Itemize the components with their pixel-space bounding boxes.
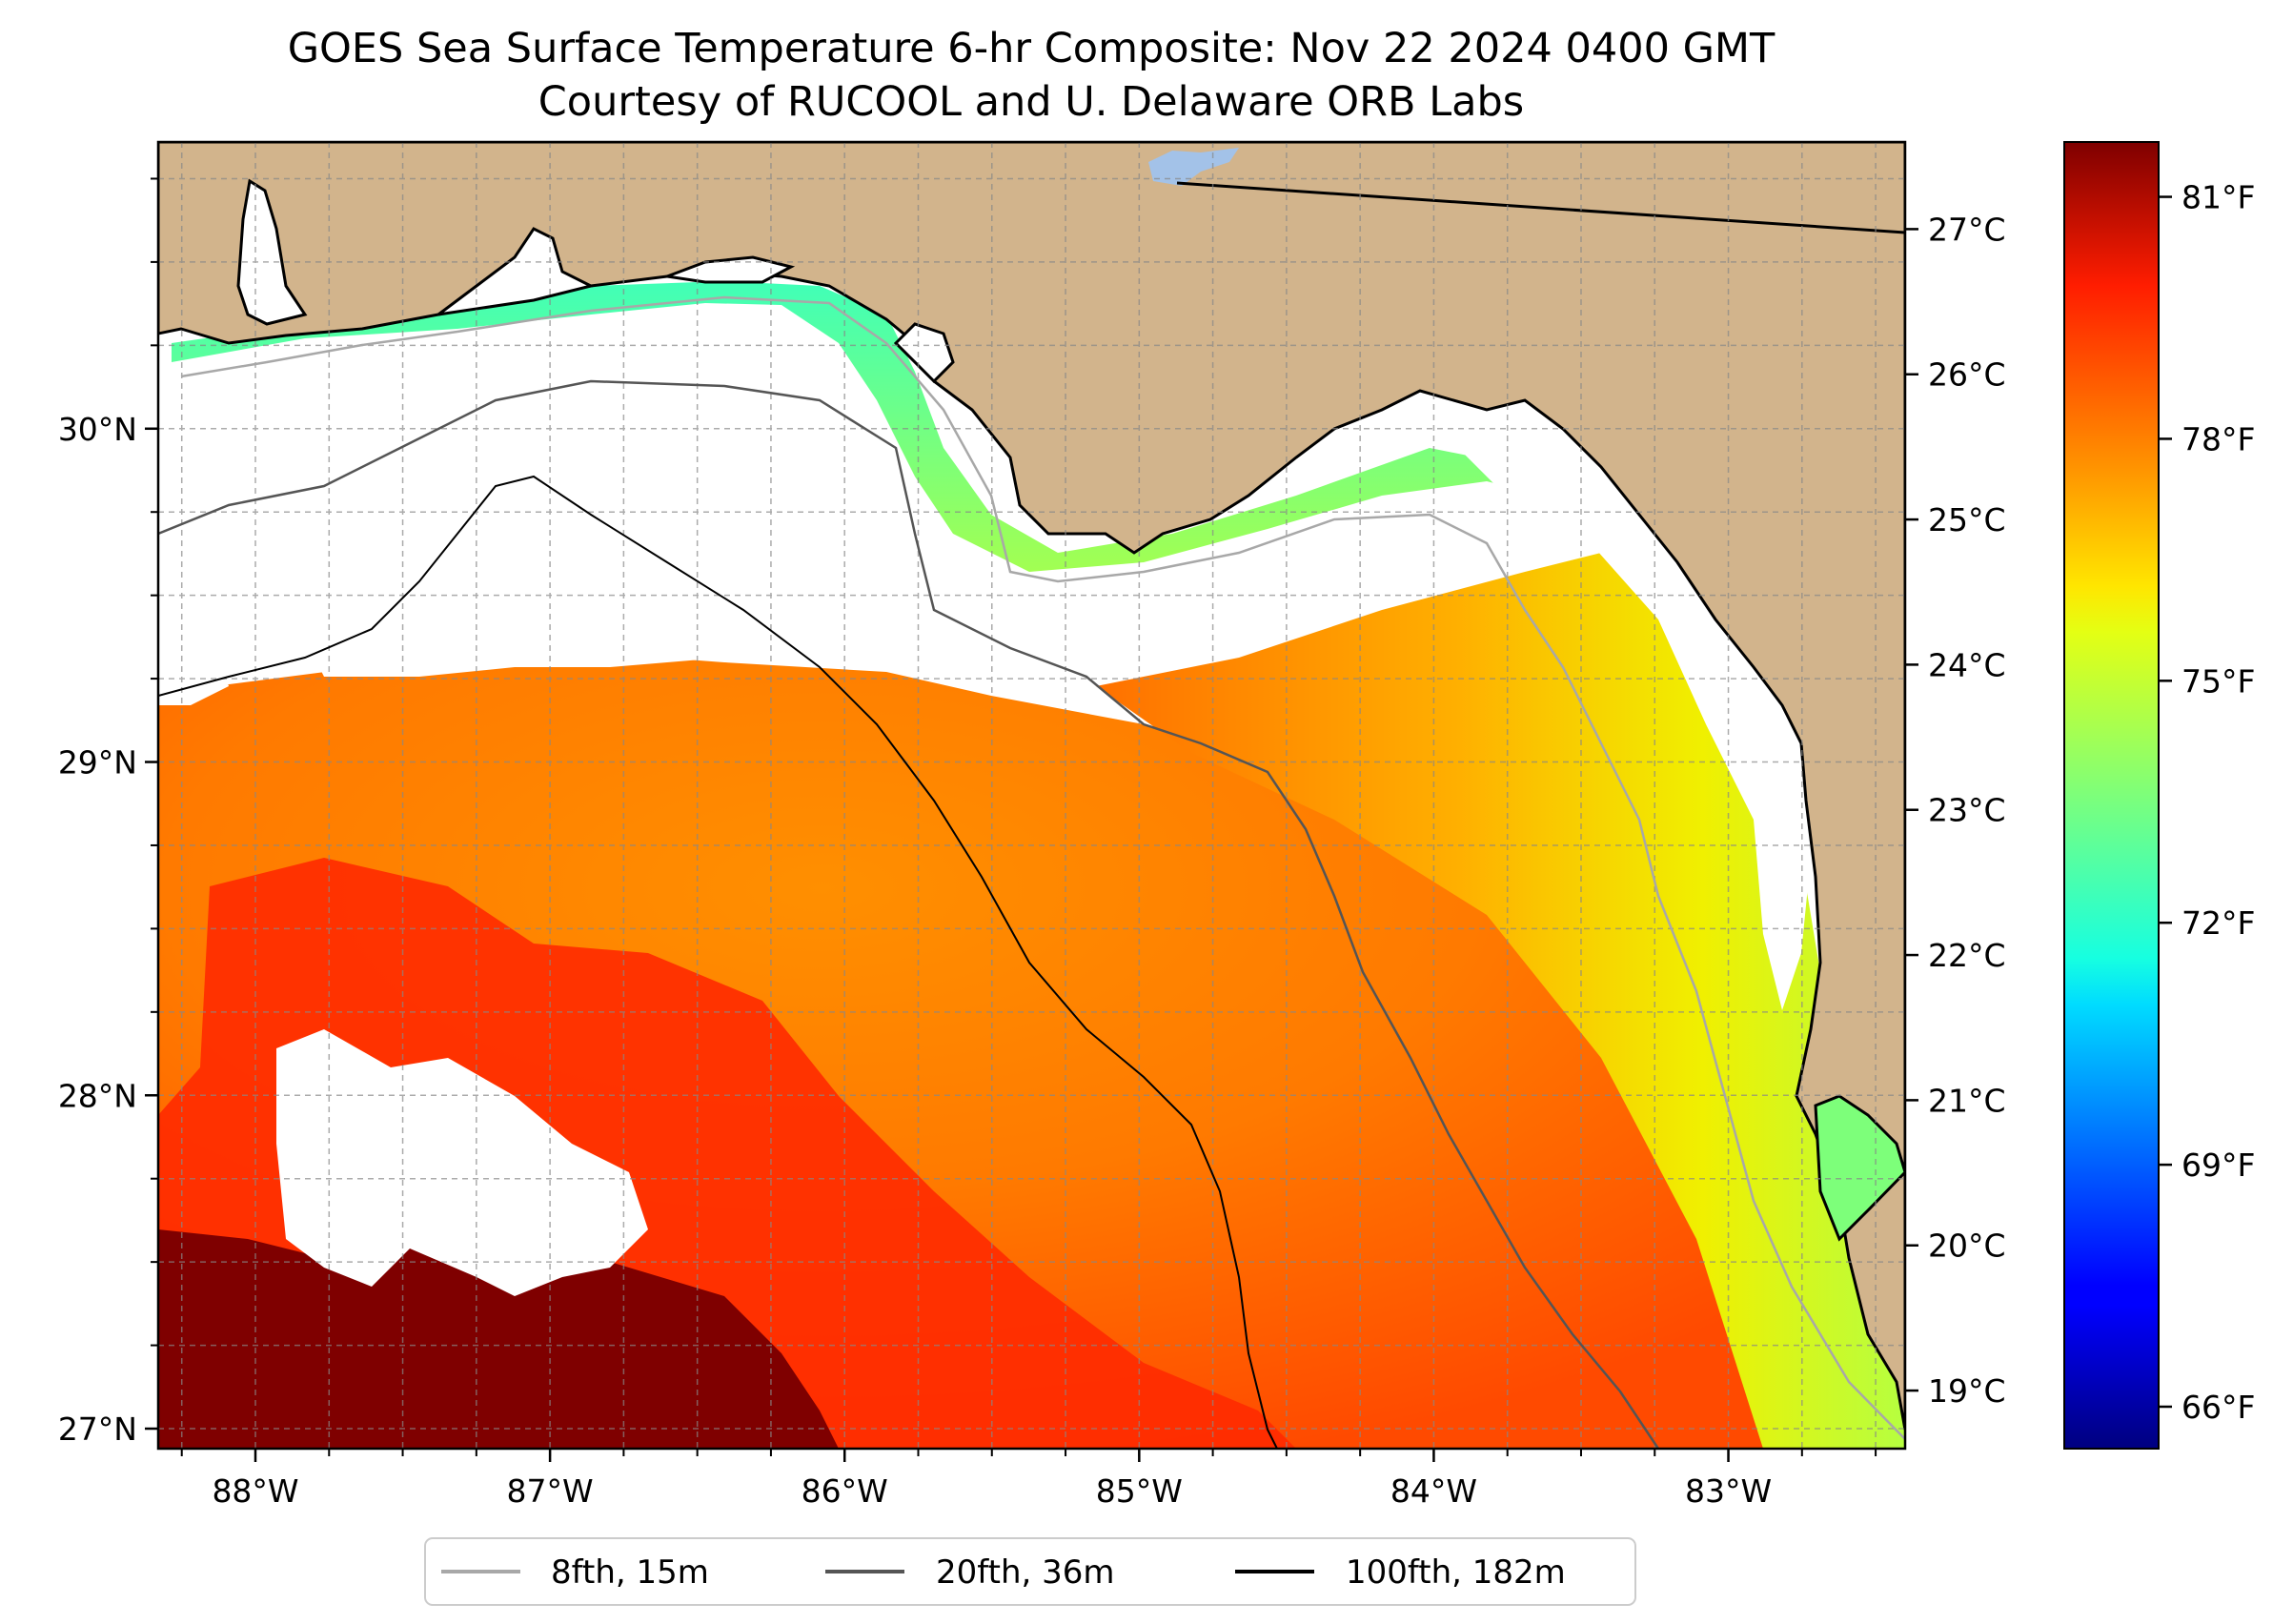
celsius-tick-label: 25°C <box>1928 501 2006 538</box>
isobath-20fth <box>158 379 1660 1449</box>
legend-box <box>424 1537 1636 1606</box>
longitude-axis: 88°W 87°W 86°W 85°W 84°W 83°W <box>180 1449 1877 1510</box>
state-border <box>1176 181 1905 234</box>
lat-tick-label: 29°N <box>58 744 137 782</box>
fahrenheit-tick-label: 69°F <box>2181 1147 2255 1184</box>
celsius-tick-label: 20°C <box>1928 1228 2006 1265</box>
fahrenheit-axis: 66°F 69°F 72°F 75°F 78°F 81°F <box>2159 179 2255 1426</box>
map-subtitle: Courtesy of RUCOOL and U. Delaware ORB L… <box>538 78 1524 126</box>
colorbar <box>2063 141 2160 1450</box>
map-frame <box>156 140 1907 1451</box>
cloud-gap-north <box>253 381 905 677</box>
isobath-legend: 8fth, 15m 20fth, 36m 100fth, 182m <box>424 1537 1636 1606</box>
map-title: GOES Sea Surface Temperature 6-hr Compos… <box>288 25 1776 72</box>
fahrenheit-tick-label: 66°F <box>2181 1389 2255 1426</box>
cloud-gap-west <box>158 619 229 705</box>
fahrenheit-tick-label: 81°F <box>2181 179 2255 216</box>
bay-apalachicola <box>893 322 955 384</box>
isobath-8fth <box>180 295 1905 1440</box>
celsius-tick-label: 23°C <box>1928 792 2006 829</box>
latitude-axis: 27°N 28°N 29°N 30°N <box>58 177 158 1448</box>
lat-tick-label: 27°N <box>58 1411 137 1448</box>
celsius-tick-label: 24°C <box>1928 646 2006 683</box>
bay-tampa <box>1814 1094 1905 1242</box>
lon-tick-label: 87°W <box>507 1472 594 1510</box>
fahrenheit-tick-label: 72°F <box>2181 904 2255 942</box>
legend-label-100fth: 100fth, 182m <box>1346 1553 1566 1592</box>
sst-north-band <box>172 281 1811 820</box>
lon-tick-label: 85°W <box>1096 1472 1183 1510</box>
cloud-gap-east <box>1430 400 1811 1010</box>
lat-tick-label: 28°N <box>58 1077 137 1114</box>
lon-tick-label: 83°W <box>1685 1472 1772 1510</box>
isobath-100fth <box>158 475 1278 1449</box>
land-mass <box>158 142 1905 1431</box>
celsius-tick-label: 26°C <box>1928 356 2006 394</box>
celsius-tick-label: 27°C <box>1928 211 2006 248</box>
celsius-tick-label: 22°C <box>1928 937 2006 974</box>
lon-tick-label: 86°W <box>802 1472 888 1510</box>
lon-tick-label: 88°W <box>212 1472 298 1510</box>
celsius-tick-label: 21°C <box>1928 1082 2006 1119</box>
celsius-tick-label: 19°C <box>1928 1372 2006 1410</box>
gridlines <box>158 142 1905 1449</box>
lon-tick-label: 84°W <box>1390 1472 1477 1510</box>
fahrenheit-tick-label: 75°F <box>2181 662 2255 700</box>
sst-darkred-patch <box>158 1210 839 1449</box>
celsius-axis: 19°C 20°C 21°C 22°C 23°C 24°C 25°C 26°C 27°C <box>1905 211 2006 1410</box>
fahrenheit-tick-label: 78°F <box>2181 420 2255 457</box>
legend-label-20fth: 20fth, 36m <box>936 1553 1115 1592</box>
map-panel <box>158 142 1905 1449</box>
legend-label-8fth: 8fth, 15m <box>551 1553 709 1592</box>
lake-blue <box>1148 148 1239 186</box>
lat-tick-label: 30°N <box>58 411 137 448</box>
